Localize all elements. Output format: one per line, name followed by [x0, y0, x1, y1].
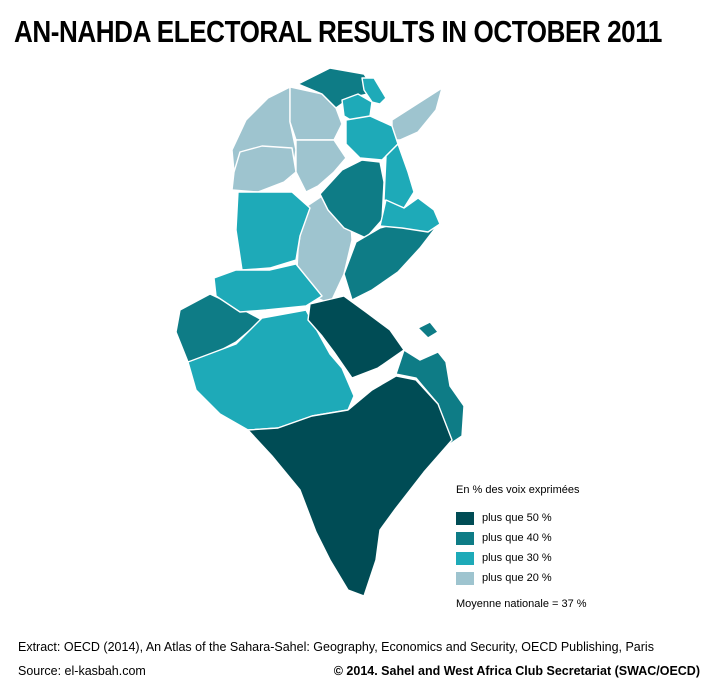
region-sidi-bouzid: [235, 191, 311, 271]
legend-swatch-20: [456, 571, 474, 585]
map-title: AN-NAHDA ELECTORAL RESULTS IN OCTOBER 20…: [14, 14, 662, 49]
region-tataouine: [247, 375, 453, 597]
region-siliana: [295, 139, 347, 193]
region-nabeul: [391, 87, 443, 141]
extract-citation: Extract: OECD (2014), An Atlas of the Sa…: [18, 640, 654, 654]
source-credit: Source: el-kasbah.com: [18, 664, 146, 678]
region-monastir: [379, 197, 441, 233]
legend-label: plus que 20 %: [482, 572, 552, 584]
legend-item: plus que 40 %: [456, 528, 656, 548]
legend-item: plus que 30 %: [456, 548, 656, 568]
legend-swatch-50: [456, 511, 474, 525]
legend-label: plus que 30 %: [482, 552, 552, 564]
region-kef: [231, 145, 297, 193]
map-legend: En % des voix exprimées plus que 50 % pl…: [456, 484, 656, 610]
region-gafsa: [213, 263, 323, 313]
legend-title: En % des voix exprimées: [456, 484, 580, 496]
region-djerba: [417, 321, 439, 339]
legend-item: plus que 20 %: [456, 568, 656, 588]
region-medenine: [395, 349, 465, 445]
region-sfax: [307, 295, 405, 379]
region-sousse: [383, 143, 415, 209]
map-area: [0, 60, 718, 620]
tunisia-map: [175, 67, 465, 597]
legend-item: plus que 50 %: [456, 508, 656, 528]
legend-swatch-30: [456, 551, 474, 565]
copyright-notice: © 2014. Sahel and West Africa Club Secre…: [333, 664, 700, 678]
legend-label: plus que 50 %: [482, 512, 552, 524]
region-tozeur-kebili: [187, 309, 355, 431]
legend-label: plus que 40 %: [482, 532, 552, 544]
national-average-note: Moyenne nationale = 37 %: [456, 598, 587, 610]
legend-swatch-40: [456, 531, 474, 545]
region-ariana: [361, 77, 387, 105]
region-zaghouan: [319, 159, 385, 239]
region-bizerte: [297, 67, 377, 109]
